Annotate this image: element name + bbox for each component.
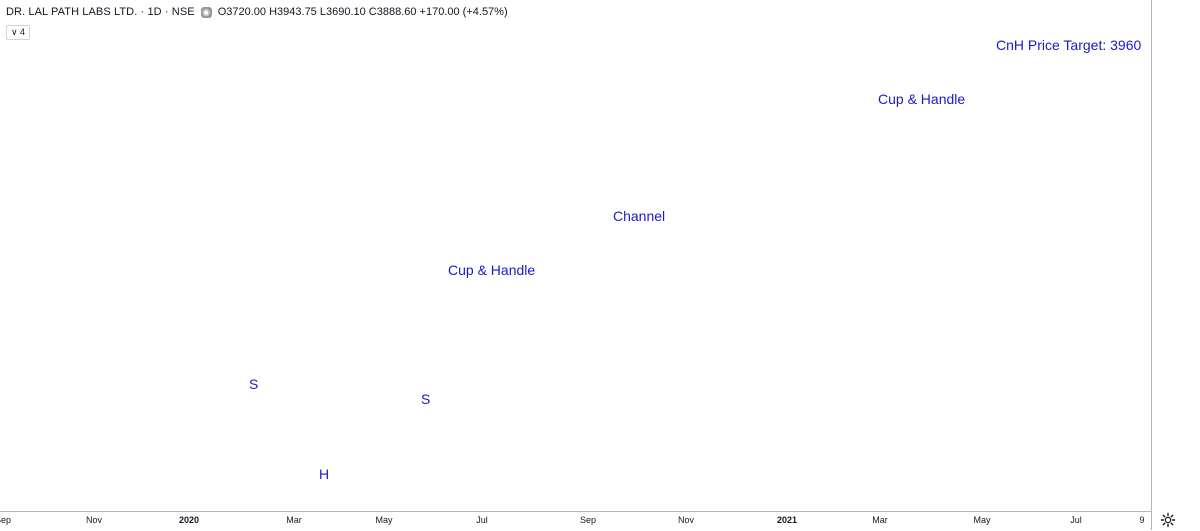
time-axis[interactable]: Sep Nov 2020 Mar May Jul Sep Nov 2021 Mar May Jul 9	[0, 511, 1151, 531]
x-tick-label: Mar	[872, 515, 888, 525]
annotation-cup-handle-1: Cup & Handle	[448, 262, 536, 278]
x-tick-label: Mar	[286, 515, 302, 525]
annotation-left-shoulder: S	[249, 376, 259, 392]
annotation-cup-handle-2: Cup & Handle	[878, 91, 966, 107]
annotation-right-shoulder: S	[421, 391, 431, 407]
x-tick-label: May	[375, 515, 393, 525]
chart-header: DR. LAL PATH LABS LTD. · 1D · NSE ◉ O372…	[6, 6, 508, 18]
x-tick-label: Nov	[85, 515, 103, 525]
annotation-channel: Channel	[613, 208, 666, 224]
chart-area[interactable]: DR. LAL PATH LABS LTD. · 1D · NSE ◉ O372…	[0, 0, 1151, 511]
ohlc-readout: O3720.00 H3943.75 L3690.10 C3888.60 +170…	[217, 6, 508, 18]
x-tick-label: Jul	[1070, 515, 1082, 525]
gear-icon[interactable]	[1160, 512, 1176, 528]
x-tick-label: 2021	[776, 515, 798, 525]
x-tick-label: 2020	[178, 515, 200, 525]
eye-icon[interactable]: ◉	[200, 6, 212, 18]
x-tick-label: Jul	[476, 515, 488, 525]
x-tick-label: Nov	[677, 515, 695, 525]
price-chart[interactable]	[0, 0, 1151, 511]
x-tick-label: May	[973, 515, 991, 525]
price-axis[interactable]: 4600.004200.003888.603800.003400.003000.…	[1151, 0, 1200, 530]
indicator-collapse-button[interactable]: ∨ 4	[6, 25, 30, 40]
x-tick-label: 9	[1139, 515, 1145, 525]
x-tick-label: Sep	[579, 515, 597, 525]
x-tick-label: Sep	[0, 515, 12, 525]
symbol-title[interactable]: DR. LAL PATH LABS LTD. · 1D · NSE	[6, 6, 195, 18]
annotation-head: H	[319, 466, 330, 482]
annotation-price-target: CnH Price Target: 3960	[996, 37, 1142, 53]
indicator-box-label: ∨ 4	[10, 27, 26, 37]
